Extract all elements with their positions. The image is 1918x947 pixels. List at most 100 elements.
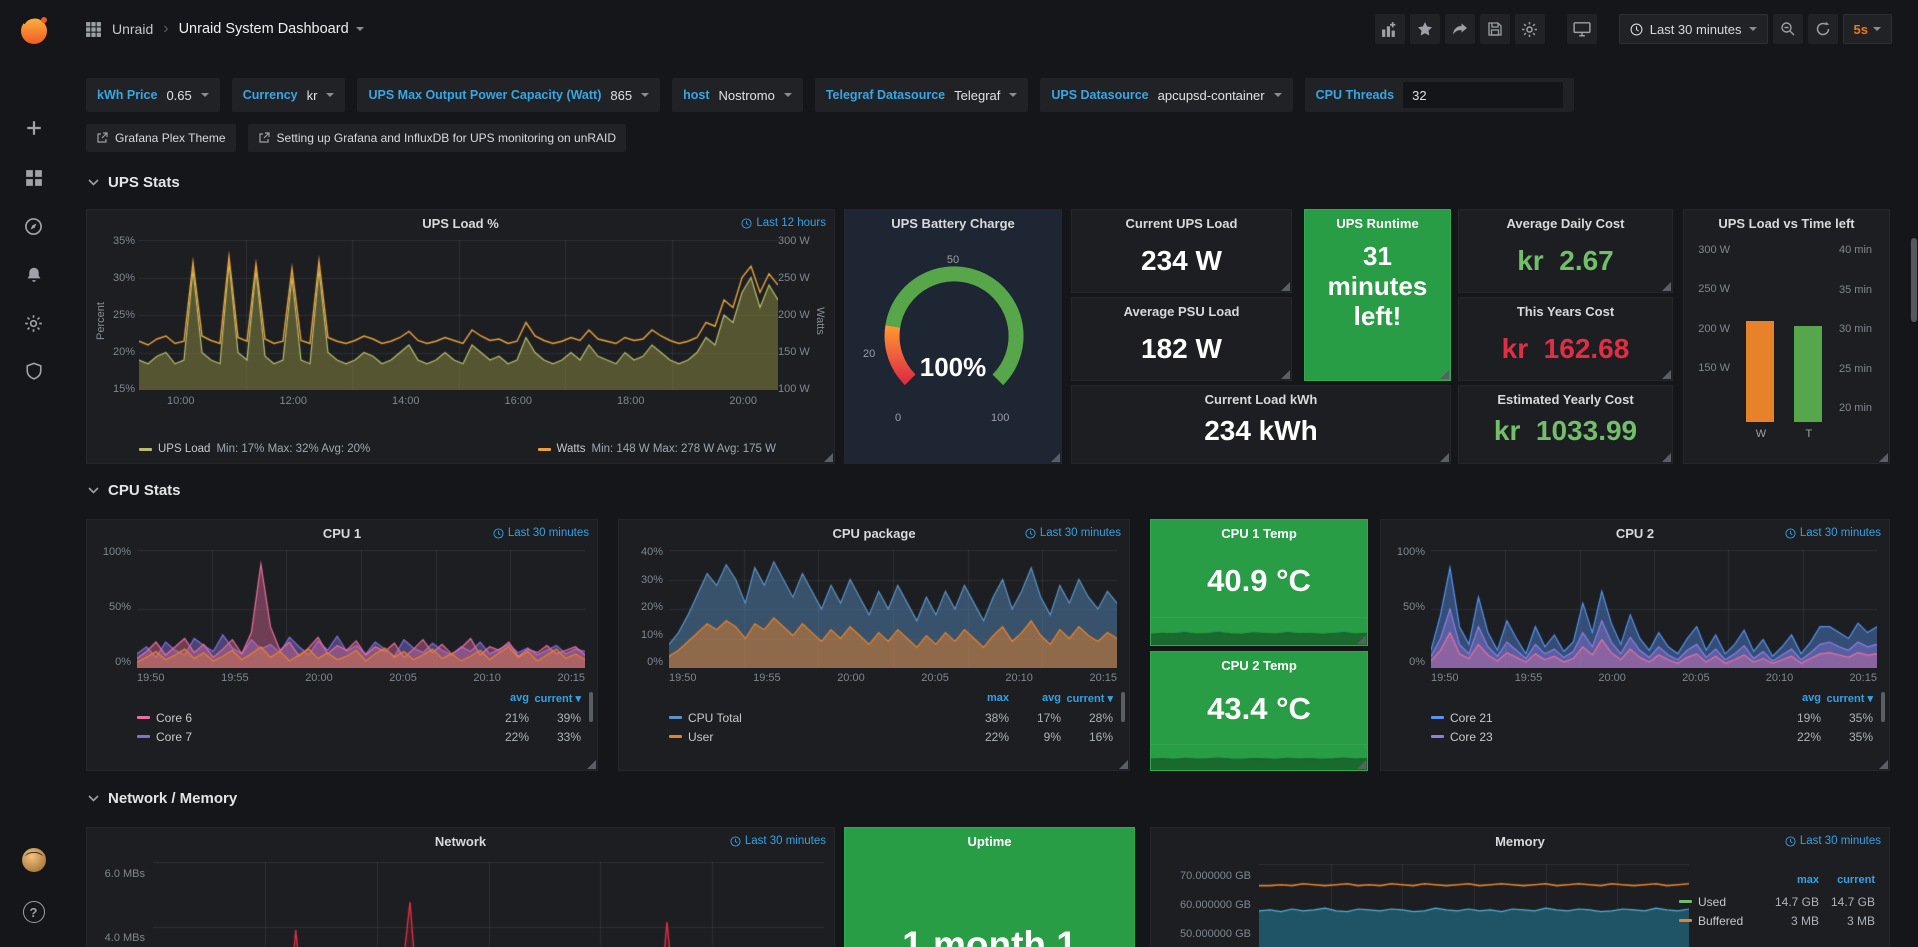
resize-handle[interactable] (1440, 453, 1449, 462)
legend-col-max[interactable]: max (1763, 874, 1819, 886)
resize-handle[interactable] (824, 453, 833, 462)
resize-handle[interactable] (1879, 760, 1888, 769)
panel-title[interactable]: Current UPS Load (1072, 210, 1291, 237)
legend-col-max[interactable]: max (957, 692, 1009, 705)
grafana-logo-icon[interactable] (0, 8, 67, 52)
share-button[interactable] (1445, 14, 1475, 44)
bar-time[interactable] (1794, 326, 1822, 422)
link-ups-monitoring-guide[interactable]: Setting up Grafana and InfluxDB for UPS … (248, 124, 627, 152)
user-avatar[interactable] (0, 840, 67, 880)
section-ups-stats[interactable]: UPS Stats (88, 174, 180, 191)
legend-scrollbar[interactable] (589, 692, 593, 722)
legend-col-current[interactable]: current ▾ (1821, 692, 1873, 705)
explore-compass-icon[interactable] (0, 206, 67, 246)
panel-title[interactable]: Current Load kWh (1072, 386, 1450, 413)
panel-title[interactable]: Uptime (845, 828, 1134, 855)
resize-handle[interactable] (1440, 370, 1449, 379)
panel-title[interactable]: UPS Load vs Time left (1684, 210, 1889, 237)
legend-col-avg[interactable]: avg (1009, 692, 1061, 705)
panel-title[interactable]: CPU 1 Temp (1151, 520, 1367, 547)
time-range-picker[interactable]: Last 30 minutes (1619, 14, 1768, 44)
resize-handle[interactable] (1662, 282, 1671, 291)
panel-time-range[interactable]: Last 30 minutes (1785, 527, 1881, 539)
add-panel-button[interactable] (1375, 14, 1405, 44)
breadcrumb-org[interactable]: Unraid (112, 21, 153, 37)
legend-series-name[interactable]: Watts (557, 443, 586, 455)
panel-title[interactable]: Network (87, 828, 834, 855)
chevron-down-icon (1009, 93, 1017, 97)
legend-series-name[interactable]: UPS Load (158, 443, 210, 455)
help-icon[interactable]: ? (0, 892, 67, 932)
link-grafana-plex-theme[interactable]: Grafana Plex Theme (86, 124, 236, 152)
configuration-gear-icon[interactable] (0, 303, 67, 343)
save-button[interactable] (1480, 14, 1510, 44)
resize-handle[interactable] (1662, 370, 1671, 379)
section-network-memory[interactable]: Network / Memory (88, 790, 237, 807)
panel-title[interactable]: Memory (1151, 828, 1889, 855)
refresh-interval-picker[interactable]: 5s (1843, 14, 1892, 44)
cpu-threads-input[interactable] (1403, 82, 1563, 108)
network-chart[interactable] (153, 862, 824, 947)
zoom-out-button[interactable] (1773, 14, 1803, 44)
legend-col-avg[interactable]: avg (1769, 692, 1821, 705)
y-axis-ticks-right: 40 min35 min30 min25 min20 min (1839, 244, 1881, 414)
panel-title[interactable]: UPS Battery Charge (845, 210, 1061, 237)
dashboards-icon[interactable] (0, 158, 67, 198)
panel-title[interactable]: UPS Runtime (1305, 210, 1450, 237)
page-scrollbar[interactable] (1911, 238, 1917, 322)
resize-handle[interactable] (1281, 370, 1290, 379)
resize-handle[interactable] (1357, 635, 1366, 644)
variable-telegraf-datasource[interactable]: Telegraf Datasource Telegraf (815, 78, 1029, 112)
gauge-tick: 0 (895, 412, 901, 424)
cpu2-chart[interactable] (1431, 550, 1877, 668)
section-cpu-stats[interactable]: CPU Stats (88, 482, 181, 499)
panel-title[interactable]: Estimated Yearly Cost (1459, 386, 1672, 413)
legend-col-current[interactable]: current ▾ (529, 692, 581, 705)
variable-host[interactable]: host Nostromo (672, 78, 803, 112)
resize-handle[interactable] (587, 760, 596, 769)
dashboard-title[interactable]: Unraid System Dashboard (179, 21, 364, 37)
ups-load-chart[interactable] (139, 240, 778, 390)
resize-handle[interactable] (1119, 760, 1128, 769)
chevron-down-icon (88, 179, 99, 186)
panel-time-range[interactable]: Last 12 hours (741, 217, 826, 229)
ups-load-legend: UPS Load Min: 17% Max: 32% Avg: 20% Watt… (139, 443, 776, 455)
panel-time-range[interactable]: Last 30 minutes (493, 527, 589, 539)
dashboard-settings-button[interactable] (1515, 14, 1545, 44)
cpu1-chart[interactable] (137, 550, 585, 668)
legend-col-current[interactable]: current (1819, 874, 1875, 886)
create-plus-icon[interactable] (0, 108, 67, 148)
resize-handle[interactable] (1051, 453, 1060, 462)
apps-grid-icon[interactable] (85, 21, 102, 38)
star-button[interactable] (1410, 14, 1440, 44)
variable-currency[interactable]: Currency kr (232, 78, 346, 112)
bar-watts[interactable] (1746, 321, 1774, 422)
legend-col-current[interactable]: current ▾ (1061, 692, 1113, 705)
ups-bar-chart[interactable] (1736, 244, 1832, 422)
refresh-button[interactable] (1808, 14, 1838, 44)
resize-handle[interactable] (1662, 453, 1671, 462)
resize-handle[interactable] (1879, 453, 1888, 462)
cpu-package-chart[interactable] (669, 550, 1117, 668)
panel-estimated-yearly-cost: Estimated Yearly Cost kr 1033.99 (1458, 385, 1673, 464)
cycle-view-monitor-button[interactable] (1567, 14, 1597, 44)
panel-time-range[interactable]: Last 30 minutes (1785, 835, 1881, 847)
variable-ups-max-output[interactable]: UPS Max Output Power Capacity (Watt) 865 (357, 78, 660, 112)
resize-handle[interactable] (1281, 282, 1290, 291)
admin-shield-icon[interactable] (0, 351, 67, 391)
panel-title[interactable]: This Years Cost (1459, 298, 1672, 325)
legend-col-avg[interactable]: avg (477, 692, 529, 705)
panel-title[interactable]: CPU 2 Temp (1151, 652, 1367, 679)
resize-handle[interactable] (1357, 760, 1366, 769)
variable-ups-datasource[interactable]: UPS Datasource apcupsd-container (1040, 78, 1292, 112)
panel-title[interactable]: Average PSU Load (1072, 298, 1291, 325)
legend-scrollbar[interactable] (1121, 692, 1125, 722)
panel-time-range[interactable]: Last 30 minutes (1025, 527, 1121, 539)
panel-time-range[interactable]: Last 30 minutes (730, 835, 826, 847)
legend-scrollbar[interactable] (1881, 692, 1885, 722)
alerting-bell-icon[interactable] (0, 255, 67, 295)
memory-chart[interactable] (1259, 864, 1689, 947)
variable-kwh-price[interactable]: kWh Price 0.65 (86, 78, 220, 112)
panel-title[interactable]: Average Daily Cost (1459, 210, 1672, 237)
panel-title[interactable]: UPS Load % (87, 210, 834, 237)
